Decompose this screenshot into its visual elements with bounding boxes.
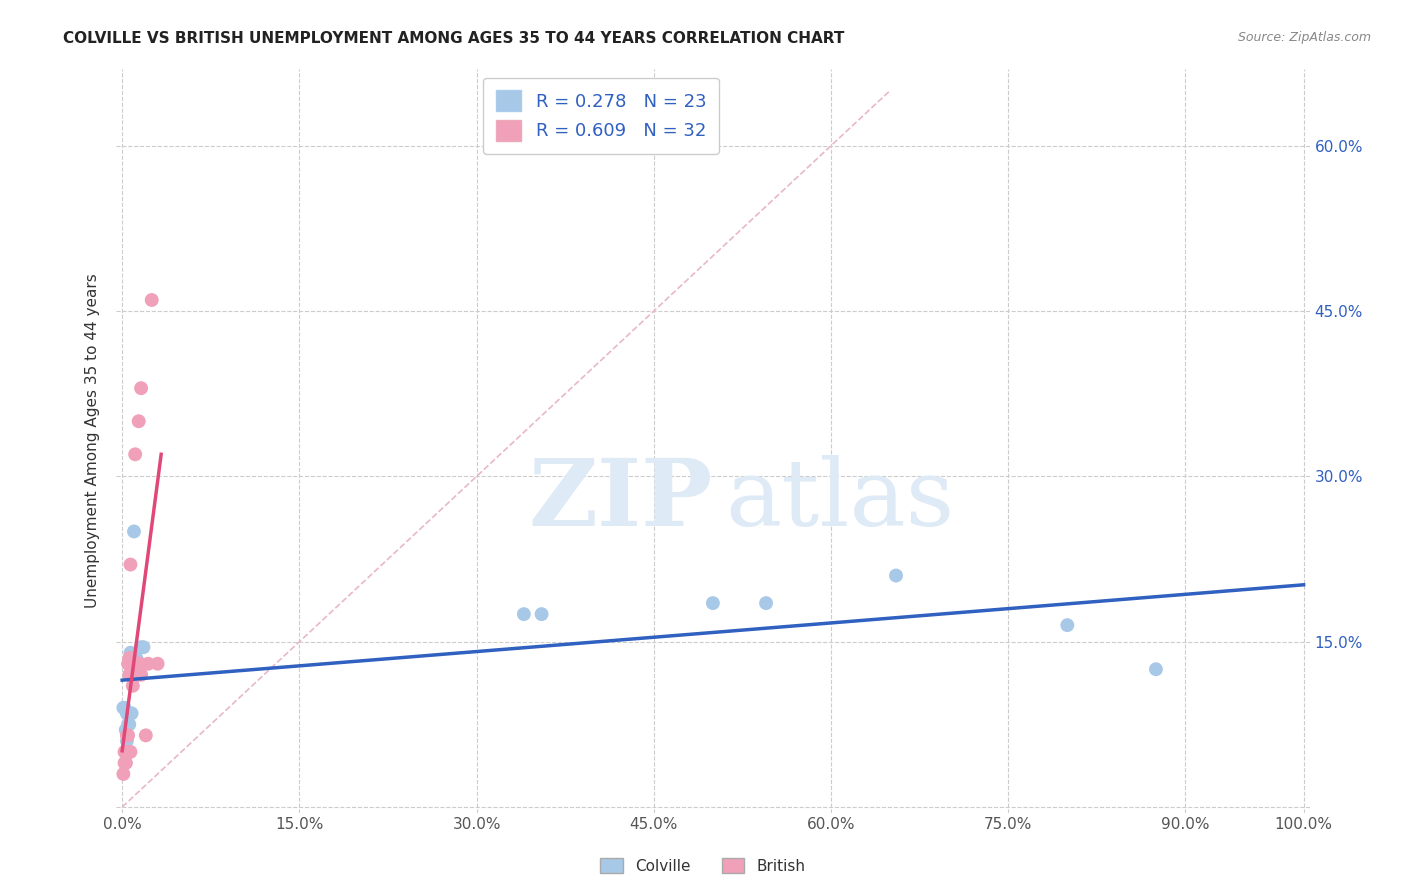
Point	[121, 667, 143, 681]
Y-axis label: Unemployment Among Ages 35 to 44 years: Unemployment Among Ages 35 to 44 years	[86, 273, 100, 608]
Point	[136, 657, 159, 671]
Text: COLVILLE VS BRITISH UNEMPLOYMENT AMONG AGES 35 TO 44 YEARS CORRELATION CHART: COLVILLE VS BRITISH UNEMPLOYMENT AMONG A…	[63, 31, 845, 46]
Point	[122, 657, 145, 671]
Point	[114, 756, 136, 770]
Point	[125, 657, 148, 671]
Text: atlas: atlas	[725, 455, 955, 545]
Point	[129, 640, 152, 655]
Point	[125, 651, 148, 665]
Point	[120, 646, 142, 660]
Point	[121, 679, 143, 693]
Point	[114, 745, 136, 759]
Point	[120, 558, 142, 572]
Point	[702, 596, 724, 610]
Point	[117, 657, 139, 671]
Point	[118, 706, 141, 721]
Point	[112, 701, 135, 715]
Point	[121, 651, 143, 665]
Point	[112, 767, 135, 781]
Point	[118, 717, 141, 731]
Point	[118, 651, 141, 665]
Point	[530, 607, 553, 621]
Point	[135, 728, 157, 742]
Point	[118, 667, 141, 681]
Point	[121, 706, 143, 721]
Point	[115, 734, 138, 748]
Point	[132, 640, 155, 655]
Point	[117, 717, 139, 731]
Point	[114, 756, 136, 770]
Point	[115, 728, 138, 742]
Point	[114, 701, 136, 715]
Point	[129, 657, 152, 671]
Point	[117, 728, 139, 742]
Point	[1144, 662, 1167, 676]
Point	[124, 657, 146, 671]
Point	[128, 414, 150, 428]
Point	[124, 447, 146, 461]
Text: Source: ZipAtlas.com: Source: ZipAtlas.com	[1237, 31, 1371, 45]
Point	[129, 667, 152, 681]
Point	[146, 657, 169, 671]
Point	[114, 723, 136, 737]
Point	[120, 745, 142, 759]
Point	[755, 596, 778, 610]
Point	[114, 756, 136, 770]
Point	[117, 745, 139, 759]
Point	[127, 667, 149, 681]
Point	[121, 657, 143, 671]
Point	[513, 607, 536, 621]
Legend: Colville, British: Colville, British	[595, 852, 811, 880]
Point	[115, 706, 138, 721]
Point	[122, 524, 145, 539]
Point	[114, 745, 136, 759]
Point	[129, 381, 152, 395]
Point	[115, 745, 138, 759]
Legend: R = 0.278   N = 23, R = 0.609   N = 32: R = 0.278 N = 23, R = 0.609 N = 32	[484, 78, 718, 153]
Point	[1056, 618, 1078, 632]
Text: ZIP: ZIP	[529, 455, 713, 545]
Point	[121, 667, 143, 681]
Point	[884, 568, 907, 582]
Point	[118, 745, 141, 759]
Point	[141, 293, 163, 307]
